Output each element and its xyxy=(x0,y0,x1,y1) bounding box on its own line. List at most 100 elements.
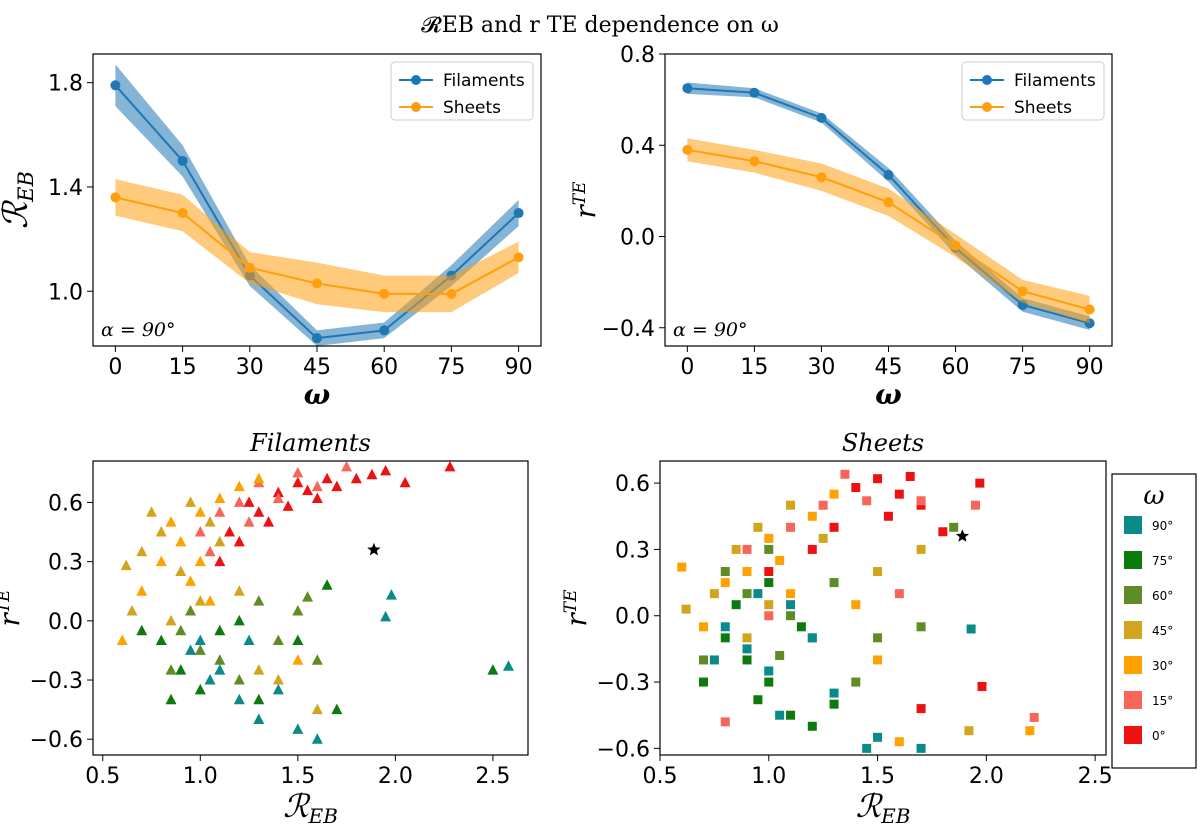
y-tick-label: 1.4 xyxy=(48,176,83,201)
data-point xyxy=(312,333,322,344)
scatter-point xyxy=(253,713,265,724)
scatter-point xyxy=(775,555,785,565)
scatter-point xyxy=(731,544,741,554)
data-point xyxy=(883,197,894,208)
scatter-point xyxy=(873,732,883,742)
scatter-point xyxy=(165,516,177,527)
y-tick-label: 1.0 xyxy=(48,280,83,305)
legend-label: Sheets xyxy=(1014,98,1072,118)
x-tick-label: 0.5 xyxy=(643,764,678,789)
x-axis-label: ℛEB xyxy=(283,787,338,828)
scatter-point xyxy=(311,654,323,665)
scatter-point xyxy=(796,622,806,632)
scatter-point xyxy=(399,476,411,488)
legend-box xyxy=(961,61,1105,121)
scatter-point xyxy=(185,496,197,507)
data-point xyxy=(244,262,255,273)
scatter-point xyxy=(818,533,828,543)
scatter-point xyxy=(742,644,752,654)
scatter-point xyxy=(720,717,730,727)
scatter-point xyxy=(742,655,752,665)
color-legend-label: 75° xyxy=(1152,554,1173,568)
scatter-point xyxy=(786,589,796,599)
scatter-point xyxy=(311,733,323,744)
scatter-point xyxy=(292,604,304,616)
color-legend-label: 45° xyxy=(1152,624,1173,638)
y-tick-label: −0.3 xyxy=(597,671,650,696)
data-point xyxy=(110,192,121,203)
scatter-point xyxy=(350,472,362,484)
scatter-point xyxy=(302,591,314,602)
scatter-point xyxy=(136,624,148,636)
color-legend-swatch xyxy=(1124,551,1142,569)
data-point xyxy=(816,172,827,183)
reference-star-marker xyxy=(955,529,970,542)
data-point xyxy=(749,156,760,167)
color-legend-label: 90° xyxy=(1152,519,1173,533)
scatter-point xyxy=(292,466,304,478)
scatter-point xyxy=(977,681,987,691)
scatter-point xyxy=(214,624,226,636)
scatter-point xyxy=(862,743,872,753)
y-tick-label: 0.8 xyxy=(620,43,655,68)
data-point xyxy=(1084,304,1095,315)
scatter-point xyxy=(720,567,730,577)
scatter-point xyxy=(916,704,926,714)
y-tick-label: 0.3 xyxy=(615,538,650,563)
scatter-point xyxy=(894,489,904,499)
legend-box xyxy=(390,61,534,121)
x-tick-label: 2.5 xyxy=(475,764,510,789)
panel-reb-vs-omega: 0 15 30 45 60 75 90 1.0 1.4 1.8 ω ℛEB α = 90° Filamen… xyxy=(0,53,542,411)
scatter-point xyxy=(331,703,343,715)
omega-color-legend: ω 90° 75° 60° 45° 30° 15° 0° xyxy=(1111,473,1197,769)
scatter-point xyxy=(829,522,839,532)
scatter-point xyxy=(938,527,948,537)
scatter-point xyxy=(204,516,216,527)
x-tick-label: 1.0 xyxy=(183,764,218,789)
alpha-annotation: α = 90° xyxy=(101,319,176,341)
scatter-point xyxy=(786,500,796,510)
scatter-point xyxy=(949,522,959,532)
scatter-point xyxy=(175,624,187,636)
y-tick-label: −0.6 xyxy=(30,728,83,753)
scatter-point xyxy=(272,492,284,503)
axes-frame xyxy=(659,460,1107,756)
reference-star-marker xyxy=(367,542,381,556)
scatter-point xyxy=(292,634,304,646)
scatter-point xyxy=(214,664,226,675)
scatter-point xyxy=(253,664,265,675)
x-axis-label: ω xyxy=(875,378,902,411)
data-point xyxy=(446,288,457,299)
scatter-point xyxy=(233,585,245,596)
scatter-point xyxy=(699,622,709,632)
scatter-point xyxy=(204,674,216,685)
data-point xyxy=(1017,286,1028,297)
scatter-point xyxy=(1029,712,1039,722)
scatter-point xyxy=(807,633,817,643)
y-tick-label: −0.4 xyxy=(602,317,655,342)
scatter-point xyxy=(311,703,323,715)
y-axis-label: rTE xyxy=(0,589,26,627)
scatter-point xyxy=(243,496,255,507)
scatter-point xyxy=(786,710,796,720)
legend-marker xyxy=(411,102,421,112)
scatter-point xyxy=(243,516,255,527)
y-tick-label: 0.3 xyxy=(48,551,83,576)
x-tick-label: 15 xyxy=(740,355,768,380)
scatter-point xyxy=(764,666,774,676)
x-tick-label: 75 xyxy=(1009,355,1037,380)
data-point xyxy=(816,112,827,123)
scatter-point xyxy=(829,688,839,698)
scatter-point xyxy=(818,500,828,510)
color-legend-swatch xyxy=(1124,621,1142,639)
data-point xyxy=(513,252,524,263)
scatter-point xyxy=(829,578,839,588)
scatter-point xyxy=(214,506,226,517)
panel-filaments-scatter: 0.5 1.0 1.5 2.0 2.5 −0.6 −0.3 0.0 0.3 0.6 Filament… xyxy=(0,429,529,828)
confidence-band xyxy=(687,138,1090,324)
x-tick-label: 0.5 xyxy=(85,764,120,789)
x-tick-label: 30 xyxy=(236,355,264,380)
scatter-point xyxy=(753,522,763,532)
scatter-point xyxy=(883,511,893,521)
